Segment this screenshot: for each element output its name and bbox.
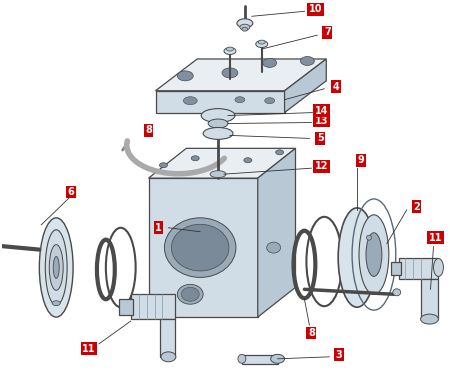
Ellipse shape bbox=[183, 97, 197, 105]
Ellipse shape bbox=[45, 230, 67, 305]
Text: 11: 11 bbox=[82, 344, 96, 354]
Ellipse shape bbox=[224, 48, 236, 54]
Text: 9: 9 bbox=[358, 155, 364, 165]
Ellipse shape bbox=[359, 215, 389, 294]
Ellipse shape bbox=[49, 245, 63, 290]
Ellipse shape bbox=[270, 354, 284, 363]
Ellipse shape bbox=[366, 235, 371, 240]
Text: 2: 2 bbox=[413, 202, 420, 212]
Ellipse shape bbox=[235, 97, 245, 103]
Ellipse shape bbox=[301, 57, 315, 66]
Ellipse shape bbox=[171, 224, 229, 271]
Ellipse shape bbox=[265, 98, 274, 104]
Ellipse shape bbox=[421, 314, 438, 324]
Ellipse shape bbox=[181, 288, 199, 301]
Ellipse shape bbox=[433, 258, 443, 276]
Polygon shape bbox=[130, 294, 176, 319]
Ellipse shape bbox=[161, 352, 176, 362]
Ellipse shape bbox=[267, 242, 281, 253]
Text: 11: 11 bbox=[429, 233, 442, 242]
Polygon shape bbox=[242, 355, 278, 364]
Ellipse shape bbox=[222, 68, 238, 78]
Polygon shape bbox=[156, 59, 326, 91]
Ellipse shape bbox=[226, 47, 234, 51]
Ellipse shape bbox=[203, 128, 233, 139]
Text: 1: 1 bbox=[155, 223, 162, 233]
Polygon shape bbox=[119, 299, 133, 315]
Ellipse shape bbox=[191, 156, 199, 161]
Ellipse shape bbox=[263, 59, 277, 68]
Polygon shape bbox=[258, 148, 296, 317]
Polygon shape bbox=[148, 148, 296, 178]
Text: 10: 10 bbox=[309, 4, 322, 14]
Text: 8: 8 bbox=[145, 125, 152, 135]
Ellipse shape bbox=[237, 19, 253, 28]
Ellipse shape bbox=[244, 158, 252, 163]
Ellipse shape bbox=[53, 256, 59, 279]
Text: 7: 7 bbox=[324, 27, 331, 37]
Ellipse shape bbox=[242, 27, 248, 31]
Ellipse shape bbox=[258, 40, 265, 44]
Text: 5: 5 bbox=[317, 133, 324, 144]
Ellipse shape bbox=[338, 208, 376, 307]
Polygon shape bbox=[399, 258, 438, 279]
Ellipse shape bbox=[201, 109, 235, 123]
Text: 12: 12 bbox=[315, 161, 328, 171]
Text: 14: 14 bbox=[315, 106, 328, 116]
Ellipse shape bbox=[208, 119, 228, 128]
Ellipse shape bbox=[159, 163, 167, 168]
Polygon shape bbox=[284, 59, 326, 113]
Ellipse shape bbox=[256, 41, 268, 48]
Ellipse shape bbox=[276, 150, 284, 155]
Polygon shape bbox=[391, 262, 401, 275]
Text: 4: 4 bbox=[333, 82, 340, 92]
Ellipse shape bbox=[177, 284, 203, 304]
Text: 13: 13 bbox=[315, 116, 328, 126]
Ellipse shape bbox=[238, 354, 246, 363]
Ellipse shape bbox=[240, 24, 250, 30]
Ellipse shape bbox=[210, 171, 226, 178]
Ellipse shape bbox=[164, 218, 236, 277]
Ellipse shape bbox=[177, 71, 193, 81]
Text: 6: 6 bbox=[68, 187, 75, 197]
Ellipse shape bbox=[52, 301, 60, 306]
Ellipse shape bbox=[39, 218, 73, 317]
Ellipse shape bbox=[0, 242, 2, 249]
Polygon shape bbox=[148, 178, 258, 317]
Ellipse shape bbox=[366, 233, 382, 276]
Polygon shape bbox=[156, 91, 284, 113]
Polygon shape bbox=[161, 319, 176, 357]
Text: 3: 3 bbox=[336, 350, 342, 360]
Text: 8: 8 bbox=[308, 328, 315, 338]
Ellipse shape bbox=[393, 289, 401, 296]
Polygon shape bbox=[421, 279, 438, 319]
